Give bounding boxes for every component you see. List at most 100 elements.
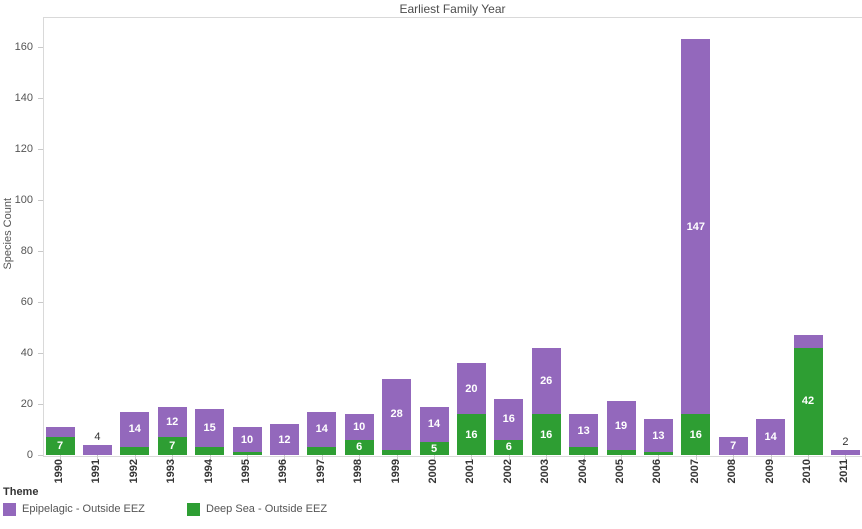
y-axis-tick-label: 160 xyxy=(14,41,33,53)
bar-2010-deep-sea[interactable] xyxy=(793,347,823,455)
legend-item-label: Deep Sea - Outside EEZ xyxy=(206,503,328,515)
y-axis-tick xyxy=(38,403,43,405)
y-axis-tick xyxy=(38,199,43,201)
bar-2002-epipelagic[interactable] xyxy=(494,398,524,440)
x-axis-tick-label: 2001 xyxy=(464,459,477,484)
plot-area xyxy=(43,17,862,457)
bar-1993-deep-sea[interactable] xyxy=(157,437,187,455)
x-axis-tick xyxy=(695,455,697,460)
bar-2007-epipelagic[interactable] xyxy=(681,39,711,415)
bar-1990-deep-sea[interactable] xyxy=(45,437,75,455)
x-axis-tick xyxy=(209,455,211,460)
x-axis-tick xyxy=(621,455,622,460)
x-axis-tick xyxy=(471,455,473,460)
bar-2004-epipelagic[interactable] xyxy=(569,414,599,448)
y-axis-tick xyxy=(38,301,43,303)
x-axis-tick-label: 2011 xyxy=(838,459,851,483)
x-axis-tick-label: 1997 xyxy=(314,459,327,484)
bar-1995-deep-sea[interactable] xyxy=(232,452,262,455)
x-axis-tick-label: 1999 xyxy=(389,459,402,484)
legend-swatch-icon xyxy=(3,502,16,516)
bar-1992-epipelagic[interactable] xyxy=(120,411,150,448)
y-axis-tick-label: 140 xyxy=(14,92,33,104)
x-axis-tick xyxy=(359,455,361,460)
x-axis-tick-label: 2003 xyxy=(539,459,552,484)
bar-2010-epipelagic[interactable] xyxy=(793,335,823,348)
bar-2009-epipelagic[interactable] xyxy=(756,419,786,455)
x-axis-tick-label: 1998 xyxy=(352,459,365,484)
chart-title: Earliest Family Year xyxy=(399,2,506,16)
x-axis-tick-label: 2009 xyxy=(763,459,776,484)
x-axis-tick xyxy=(770,455,772,460)
bar-2006-epipelagic[interactable] xyxy=(643,419,673,453)
bar-2001-deep-sea[interactable] xyxy=(456,414,486,455)
bar-1996-epipelagic[interactable] xyxy=(269,424,299,455)
x-axis-tick-label: 2004 xyxy=(576,459,589,484)
bar-1999-deep-sea[interactable] xyxy=(382,449,412,455)
x-axis-tick xyxy=(508,455,510,460)
bar-1999-epipelagic[interactable] xyxy=(382,378,412,450)
y-axis-tick xyxy=(38,46,43,48)
x-axis-tick xyxy=(321,455,323,460)
bar-2002-deep-sea[interactable] xyxy=(494,439,524,455)
x-axis-tick-label: 2005 xyxy=(614,459,626,484)
x-axis-tick xyxy=(733,455,735,460)
bar-1992-deep-sea[interactable] xyxy=(120,447,150,455)
x-axis-tick xyxy=(60,455,61,460)
bar-2000-deep-sea[interactable] xyxy=(419,442,449,455)
y-axis-title: Species Count xyxy=(2,198,14,270)
x-axis-tick xyxy=(845,455,847,460)
bar-1998-deep-sea[interactable] xyxy=(344,439,374,455)
bar-1994-deep-sea[interactable] xyxy=(195,447,225,455)
bar-1991-epipelagic[interactable] xyxy=(82,444,112,455)
y-axis-tick xyxy=(38,250,43,252)
x-axis-tick-label: 1990 xyxy=(53,459,65,484)
bar-1995-epipelagic[interactable] xyxy=(232,426,262,453)
bar-2006-deep-sea[interactable] xyxy=(643,452,673,455)
x-axis-tick-label: 1994 xyxy=(202,459,215,484)
x-axis-tick-label: 2002 xyxy=(501,459,514,484)
x-axis-tick-label: 2000 xyxy=(427,459,439,484)
bar-2005-epipelagic[interactable] xyxy=(606,401,636,450)
y-axis-tick-label: 80 xyxy=(20,245,33,257)
y-axis-tick xyxy=(38,148,43,150)
bar-2008-epipelagic[interactable] xyxy=(718,437,748,455)
legend-swatch-icon xyxy=(187,502,200,516)
y-axis-tick-label: 0 xyxy=(26,449,33,461)
bar-2005-deep-sea[interactable] xyxy=(606,449,636,455)
x-axis-tick xyxy=(434,455,435,460)
bar-2001-epipelagic[interactable] xyxy=(456,363,486,415)
bar-2000-epipelagic[interactable] xyxy=(419,406,449,443)
y-axis-tick-label: 100 xyxy=(14,194,33,206)
bar-2007-deep-sea[interactable] xyxy=(681,414,711,455)
x-axis-tick-label: 1993 xyxy=(165,459,178,484)
x-axis-tick xyxy=(247,455,248,460)
bar-1997-epipelagic[interactable] xyxy=(307,411,337,448)
bar-1993-epipelagic[interactable] xyxy=(157,406,187,438)
x-axis-tick xyxy=(583,455,585,460)
bar-2004-deep-sea[interactable] xyxy=(569,447,599,455)
legend-item-deep-sea[interactable]: Deep Sea - Outside EEZ xyxy=(187,502,327,516)
x-axis-tick xyxy=(396,455,398,460)
x-axis-tick xyxy=(134,455,136,460)
y-axis-tick xyxy=(38,352,43,354)
bar-2011-epipelagic[interactable] xyxy=(830,449,860,455)
legend-item-label: Epipelagic - Outside EEZ xyxy=(22,503,145,515)
x-axis-tick-label: 2007 xyxy=(688,459,701,484)
y-axis-tick-label: 120 xyxy=(14,143,33,155)
legend-title: Theme xyxy=(3,486,39,498)
x-axis-tick xyxy=(97,455,99,460)
x-axis-tick xyxy=(658,455,660,460)
bar-1997-deep-sea[interactable] xyxy=(307,447,337,455)
x-axis-tick-label: 2006 xyxy=(651,459,664,484)
x-axis-tick-label: 2008 xyxy=(726,459,739,484)
bar-2003-epipelagic[interactable] xyxy=(531,347,561,415)
bar-1998-epipelagic[interactable] xyxy=(344,414,374,440)
y-axis-tick-label: 20 xyxy=(20,398,33,410)
bar-2003-deep-sea[interactable] xyxy=(531,414,561,455)
bar-1990-epipelagic[interactable] xyxy=(45,426,75,438)
legend-item-epipelagic[interactable]: Epipelagic - Outside EEZ xyxy=(3,502,145,516)
x-axis-tick xyxy=(546,455,548,460)
bar-1994-epipelagic[interactable] xyxy=(195,409,225,448)
